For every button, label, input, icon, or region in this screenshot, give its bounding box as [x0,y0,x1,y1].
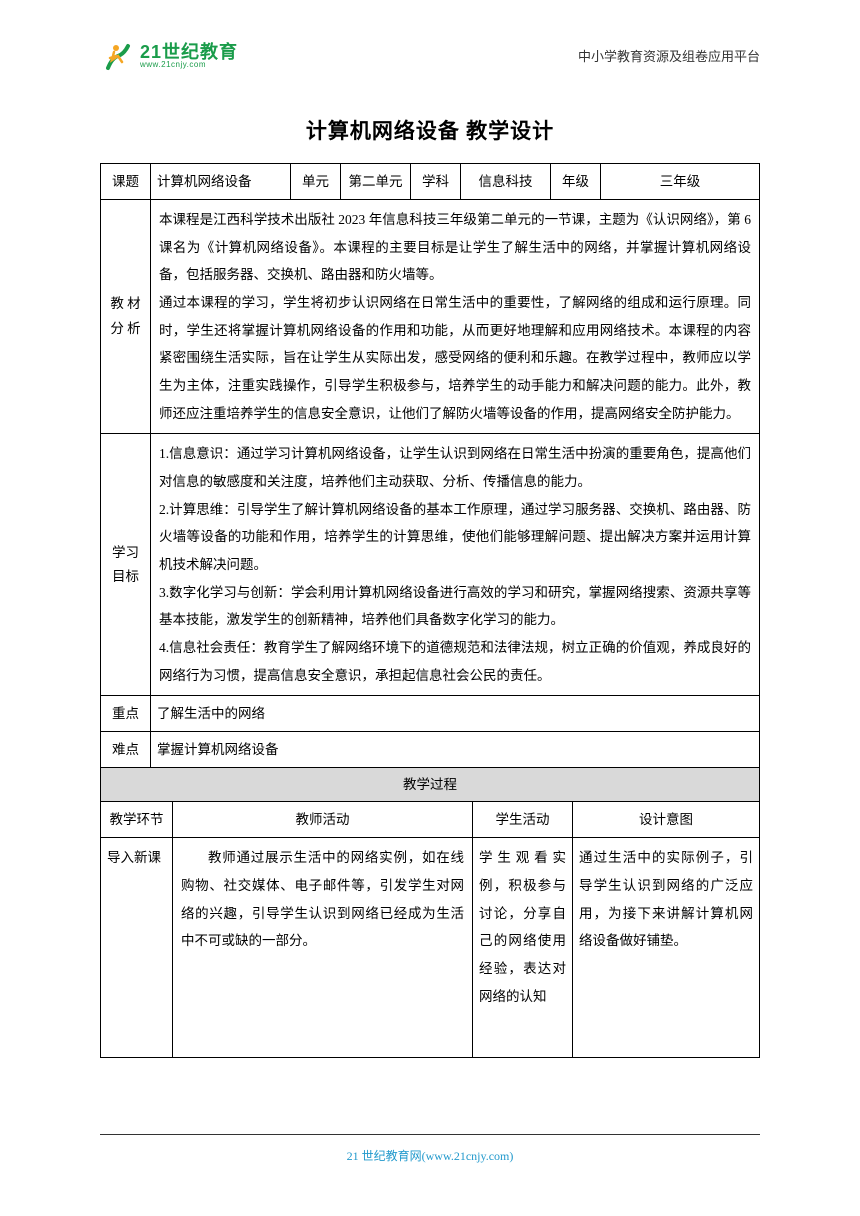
logo-sub-text: www.21cnjy.com [140,61,238,69]
grade-value: 三年级 [601,164,760,200]
intro-student: 学生观看实例，积极参与讨论，分享自己的网络使用经验，表达对网络的认知 [473,838,573,1058]
objectives-text: 1.信息意识：通过学习计算机网络设备，让学生认识到网络在日常生活中扮演的重要角色… [151,434,760,696]
logo-text: 21世纪教育 www.21cnjy.com [140,43,238,69]
analysis-label: 教 材 分 析 [101,200,151,434]
keypoint-text: 了解生活中的网络 [151,696,760,732]
keypoint-row: 重点 了解生活中的网络 [101,696,760,732]
page-title: 计算机网络设备 教学设计 [100,115,760,145]
analysis-label-2: 分 析 [110,321,140,336]
keypoint-label: 重点 [101,696,151,732]
process-header: 教学过程 [101,768,760,802]
difficulty-label: 难点 [101,732,151,768]
intro-teacher: 教师通过展示生活中的网络实例，如在线购物、社交媒体、电子邮件等，引发学生对网络的… [173,838,473,1058]
page-header: 21世纪教育 www.21cnjy.com 中小学教育资源及组卷应用平台 [100,38,760,86]
logo-main-text: 21世纪教育 [140,43,238,61]
topic-label: 课题 [101,164,151,200]
intro-intent: 通过生活中的实际例子，引导学生认识到网络的广泛应用，为接下来讲解计算机网络设备做… [573,838,760,1058]
unit-label: 单元 [291,164,341,200]
student-header: 学生活动 [473,802,573,838]
logo-icon [100,38,136,74]
header-right-text: 中小学教育资源及组卷应用平台 [578,46,760,65]
analysis-label-1: 教 材 [110,296,140,311]
difficulty-row: 难点 掌握计算机网络设备 [101,732,760,768]
lesson-plan-table: 课题 计算机网络设备 单元 第二单元 学科 信息科技 年级 三年级 教 材 分 … [100,163,760,802]
difficulty-text: 掌握计算机网络设备 [151,732,760,768]
objectives-label: 学习 目标 [101,434,151,696]
intent-header: 设计意图 [573,802,760,838]
teacher-header: 教师活动 [173,802,473,838]
objectives-label-1: 学习 [112,545,139,560]
grade-label: 年级 [551,164,601,200]
subject-value: 信息科技 [461,164,551,200]
analysis-row: 教 材 分 析 本课程是江西科学技术出版社 2023 年信息科技三年级第二单元的… [101,200,760,434]
phase-header: 教学环节 [101,802,173,838]
subject-label: 学科 [411,164,461,200]
meta-row: 课题 计算机网络设备 单元 第二单元 学科 信息科技 年级 三年级 [101,164,760,200]
page-footer: 21 世纪教育网(www.21cnjy.com) [100,1134,760,1164]
unit-value: 第二单元 [341,164,411,200]
process-table: 教学环节 教师活动 学生活动 设计意图 导入新课 教师通过展示生活中的网络实例，… [100,802,760,1058]
document-content: 计算机网络设备 教学设计 课题 计算机网络设备 单元 第二单元 学科 信息科技 … [100,115,760,1058]
sub-header-row: 教学环节 教师活动 学生活动 设计意图 [101,802,760,838]
objectives-label-2: 目标 [112,569,139,584]
process-header-row: 教学过程 [101,768,760,802]
intro-row: 导入新课 教师通过展示生活中的网络实例，如在线购物、社交媒体、电子邮件等，引发学… [101,838,760,1058]
logo: 21世纪教育 www.21cnjy.com [100,38,238,74]
footer-text: 21 世纪教育网(www.21cnjy.com) [347,1149,514,1163]
intro-phase: 导入新课 [101,838,173,1058]
objectives-row: 学习 目标 1.信息意识：通过学习计算机网络设备，让学生认识到网络在日常生活中扮… [101,434,760,696]
analysis-text: 本课程是江西科学技术出版社 2023 年信息科技三年级第二单元的一节课，主题为《… [151,200,760,434]
topic-value: 计算机网络设备 [151,164,291,200]
